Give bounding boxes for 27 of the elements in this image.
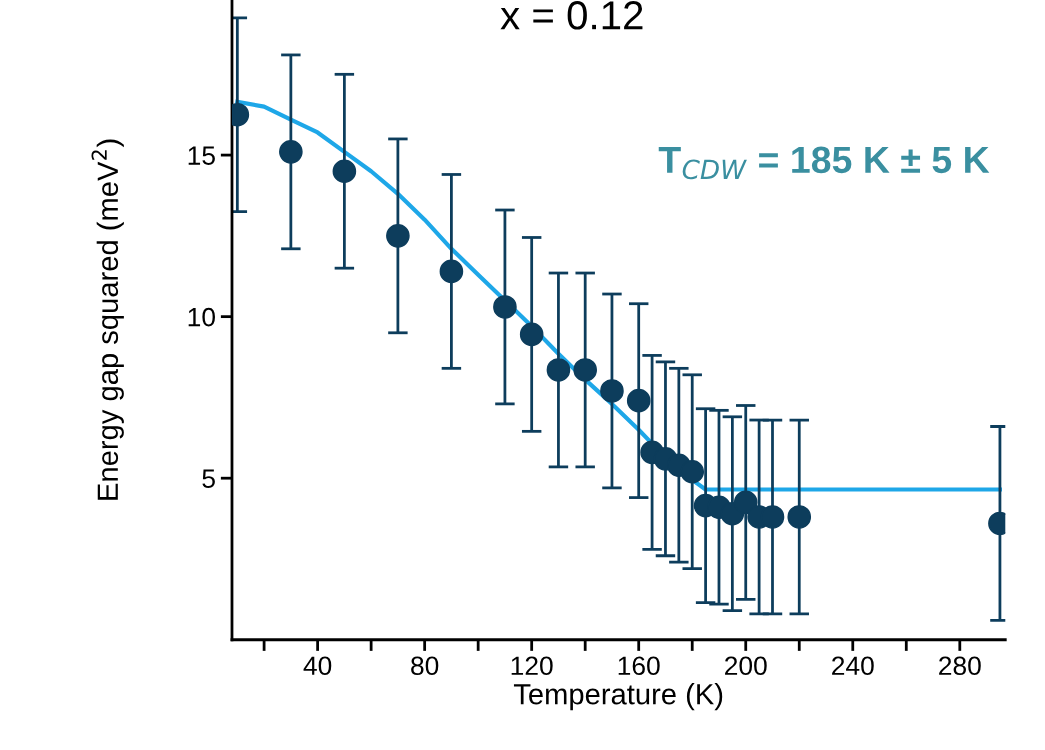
x-tick-label: 120 (511, 656, 553, 676)
point (519, 322, 544, 347)
point (386, 224, 410, 248)
point (626, 388, 651, 413)
chart-title: x = 0.12 (500, 1, 643, 30)
y-tick-label: 10 (188, 307, 215, 327)
point (680, 459, 705, 484)
x-tick-label: 280 (939, 656, 981, 676)
point (546, 358, 571, 382)
point (279, 140, 303, 164)
y-tick-label: 15 (188, 146, 215, 165)
point (439, 259, 464, 284)
point (600, 379, 624, 403)
x-tick-label: 200 (725, 656, 767, 676)
x-axis-title: Temperature (K) (513, 683, 723, 711)
x-tick-label: 40 (303, 656, 332, 676)
point (733, 490, 758, 515)
x-tick-label: 240 (832, 656, 874, 676)
point (493, 295, 517, 319)
y-tick-label: 5 (202, 469, 215, 489)
x-tick-label: 80 (411, 656, 439, 676)
annotation: T$_{CDW}$ = 185 K ± 5 K (658, 146, 990, 180)
point (787, 505, 812, 529)
y-axis-title: Energy gap squared (meV$^{2}$) (91, 139, 124, 500)
point (332, 159, 357, 184)
point (573, 358, 597, 382)
x-tick-label: 160 (618, 656, 660, 676)
